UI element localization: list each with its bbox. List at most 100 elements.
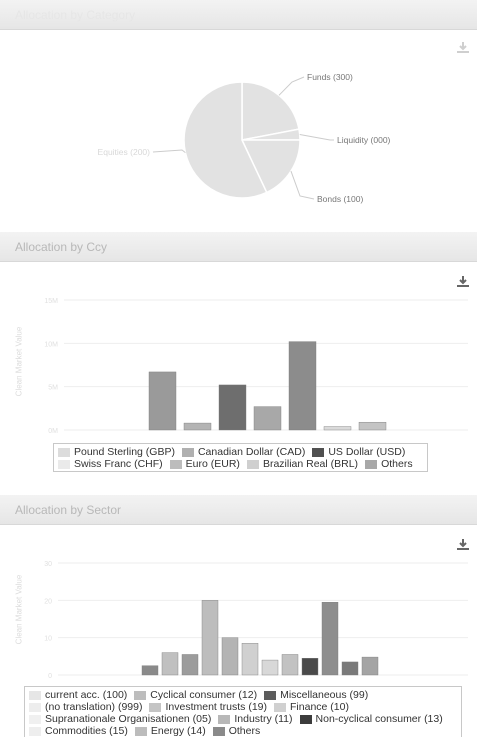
bar[interactable] (241, 643, 259, 676)
legend-item[interactable]: Miscellaneous (99) (264, 689, 368, 701)
ccy-bar-chart: 0M 5M 10M 15M (44, 298, 468, 435)
legend-swatch (274, 702, 287, 712)
ccy-legend: Pound Sterling (GBP) Canadian Dollar (CAD… (53, 443, 428, 472)
bar[interactable] (341, 661, 359, 676)
legend-item[interactable]: Brazilian Real (BRL) (246, 458, 359, 470)
legend-item[interactable]: current acc. (100) (29, 689, 127, 701)
y-tick-label: 5M (48, 385, 58, 392)
legend-item[interactable]: Commodities (15) (29, 725, 128, 737)
bar[interactable] (261, 659, 279, 676)
pie-slice-label: Liquidity (000) (337, 135, 391, 145)
legend-swatch (58, 459, 70, 469)
sector-panel-header: Allocation by Sector (0, 495, 477, 525)
legend-swatch (299, 714, 312, 724)
bar[interactable] (253, 406, 282, 431)
bar[interactable] (301, 657, 319, 676)
legend-item[interactable]: (no translation) (999) (29, 701, 142, 713)
legend-item[interactable]: Energy (14) (134, 725, 206, 737)
bar[interactable] (323, 426, 352, 431)
download-icon[interactable] (455, 537, 471, 553)
bar[interactable] (148, 371, 177, 431)
legend-swatch (149, 702, 162, 712)
legend-label: US Dollar (USD) (328, 446, 406, 458)
legend-row: Swiss Franc (CHF) Euro (EUR) Brazilian Rea… (58, 458, 427, 470)
legend-swatch (134, 690, 147, 700)
bar[interactable] (361, 656, 379, 676)
legend-swatch (29, 690, 41, 700)
legend-swatch (212, 726, 225, 736)
legend-item[interactable]: Cyclical consumer (12) (134, 689, 257, 701)
bar[interactable] (321, 601, 339, 676)
bar[interactable] (358, 421, 387, 431)
legend-label: Energy (14) (150, 725, 206, 737)
legend-swatch (134, 726, 147, 736)
legend-label: Finance (10) (290, 701, 349, 713)
pie-slice-label: Funds (300) (307, 72, 353, 82)
ccy-panel-body: Clean Market Value 0M 5M 10M 15M Pound Ster… (0, 262, 477, 487)
ccy-panel-header: Allocation by Ccy (0, 232, 477, 262)
bar[interactable] (221, 637, 239, 676)
legend-label: Cyclical consumer (12) (150, 689, 258, 701)
legend-item[interactable]: Swiss Franc (CHF) (58, 458, 163, 470)
bar[interactable] (141, 665, 159, 676)
y-tick-label: 10M (44, 341, 58, 348)
bar[interactable] (281, 654, 299, 676)
legend-item[interactable]: Industry (11) (218, 713, 293, 725)
legend-row: current acc. (100) Cyclical consumer (12)… (29, 689, 461, 701)
sector-panel-body: Clean Market Value 0 10 20 30 current acc. … (0, 525, 477, 737)
bar[interactable] (181, 654, 199, 676)
legend-label: Industry (11) (234, 713, 293, 725)
legend-label: Swiss Franc (CHF) (74, 458, 163, 470)
legend-item[interactable]: Others (212, 725, 260, 737)
legend-swatch (218, 714, 231, 724)
legend-label: Euro (EUR) (185, 458, 240, 470)
legend-label: Investment trusts (19) (165, 701, 268, 713)
bar[interactable] (183, 422, 212, 431)
sector-panel-title: Allocation by Sector (15, 503, 122, 517)
legend-label: Pound Sterling (GBP) (74, 446, 175, 458)
legend-item[interactable]: Non-cyclical consumer (13) (299, 713, 443, 725)
legend-swatch (181, 447, 194, 457)
bar[interactable] (288, 341, 317, 431)
pie-slice[interactable] (241, 81, 300, 141)
y-tick-label: 20 (44, 598, 52, 605)
legend-item[interactable]: Euro (EUR) (169, 458, 240, 470)
legend-item[interactable]: Pound Sterling (GBP) (58, 446, 175, 458)
legend-swatch (312, 447, 325, 457)
bar[interactable] (161, 652, 179, 676)
pie-slice-label: Bonds (100) (317, 194, 363, 204)
legend-swatch (169, 459, 182, 469)
bar[interactable] (201, 600, 219, 676)
legend-swatch (365, 459, 378, 469)
y-tick-label: 30 (44, 561, 52, 568)
download-icon[interactable] (455, 40, 471, 56)
pie-slice[interactable] (240, 139, 301, 194)
legend-row: Supranationale Organisationen (05) Indust… (29, 713, 461, 725)
pie-connector-line (290, 170, 315, 200)
legend-item[interactable]: US Dollar (USD) (312, 446, 405, 458)
pie-slice[interactable] (183, 81, 268, 199)
legend-label: Others (381, 458, 413, 470)
y-tick-label: 0 (48, 673, 52, 680)
sector-legend: current acc. (100) Cyclical consumer (12)… (24, 686, 462, 737)
legend-item[interactable]: Canadian Dollar (CAD) (181, 446, 305, 458)
y-tick-label: 10 (44, 636, 52, 643)
pie-slice-label: Equities (200) (98, 147, 151, 157)
pie-connector-line (278, 76, 305, 96)
download-icon[interactable] (455, 274, 471, 290)
category-panel-body: Funds (300) Liquidity (000) Bonds (100) Equ… (0, 30, 477, 230)
legend-item[interactable]: Finance (10) (274, 701, 349, 713)
legend-swatch (29, 702, 41, 712)
legend-label: current acc. (100) (45, 689, 128, 701)
sector-bar-chart: 0 10 20 30 (44, 561, 468, 680)
legend-swatch (58, 447, 70, 457)
legend-item[interactable]: Investment trusts (19) (149, 701, 267, 713)
y-tick-label: 15M (44, 298, 58, 305)
legend-row: Pound Sterling (GBP) Canadian Dollar (CAD… (58, 446, 427, 458)
legend-item[interactable]: Others (365, 458, 413, 470)
legend-item[interactable]: Supranationale Organisationen (05) (29, 713, 211, 725)
ccy-panel-title: Allocation by Ccy (15, 240, 108, 254)
legend-row: (no translation) (999) Investment trusts … (29, 701, 461, 713)
legend-label: Brazilian Real (BRL) (262, 458, 359, 470)
bar[interactable] (218, 384, 247, 431)
